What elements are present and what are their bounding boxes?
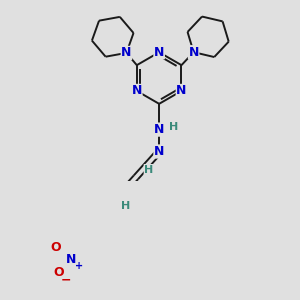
- Text: H: H: [169, 122, 178, 132]
- Text: O: O: [53, 266, 64, 279]
- Text: N: N: [154, 145, 164, 158]
- Text: N: N: [154, 46, 164, 59]
- Text: O: O: [51, 241, 61, 254]
- Text: H: H: [121, 201, 130, 211]
- Text: N: N: [176, 84, 187, 98]
- Text: N: N: [154, 123, 164, 136]
- Text: +: +: [75, 261, 83, 271]
- Text: N: N: [66, 253, 76, 266]
- Text: −: −: [61, 273, 71, 286]
- Text: N: N: [188, 46, 199, 59]
- Text: N: N: [132, 84, 142, 98]
- Text: N: N: [121, 46, 132, 59]
- Text: H: H: [144, 165, 154, 175]
